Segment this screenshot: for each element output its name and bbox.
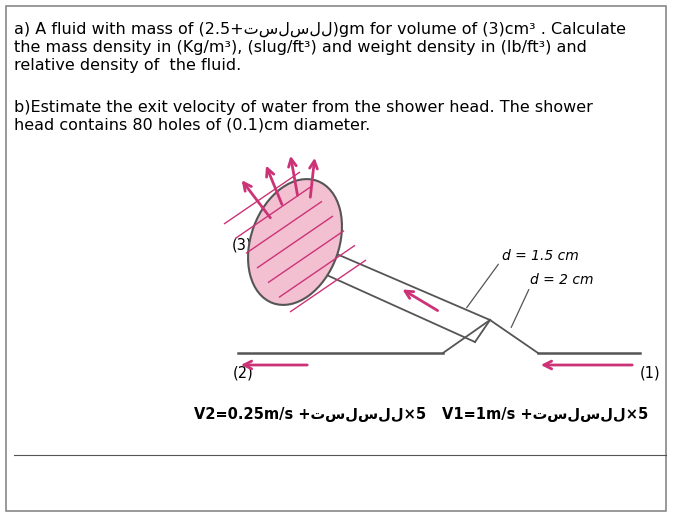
Text: b)Estimate the exit velocity of water from the shower head. The shower: b)Estimate the exit velocity of water fr… xyxy=(14,100,593,115)
Text: V1=1m/s +تسلسلل×5: V1=1m/s +تسلسلل×5 xyxy=(442,408,648,422)
Text: head contains 80 holes of (0.1)cm diameter.: head contains 80 holes of (0.1)cm diamet… xyxy=(14,118,370,133)
Text: the mass density in (Kg/m³), (slug/ft³) and weight density in (lb/ft³) and: the mass density in (Kg/m³), (slug/ft³) … xyxy=(14,40,587,55)
Text: (3): (3) xyxy=(232,238,252,253)
Text: d = 1.5 cm: d = 1.5 cm xyxy=(502,249,579,263)
Text: a) A fluid with mass of (2.5+تسلسلل)gm for volume of (3)cm³ . Calculate: a) A fluid with mass of (2.5+تسلسلل)gm f… xyxy=(14,22,626,37)
Text: V2=0.25m/s +تسلسلل×5: V2=0.25m/s +تسلسلل×5 xyxy=(194,408,426,422)
Text: (2): (2) xyxy=(232,365,253,381)
Text: relative density of  the fluid.: relative density of the fluid. xyxy=(14,58,241,73)
Text: d = 2 cm: d = 2 cm xyxy=(530,273,594,287)
Ellipse shape xyxy=(248,179,342,305)
Text: (1): (1) xyxy=(640,365,660,381)
